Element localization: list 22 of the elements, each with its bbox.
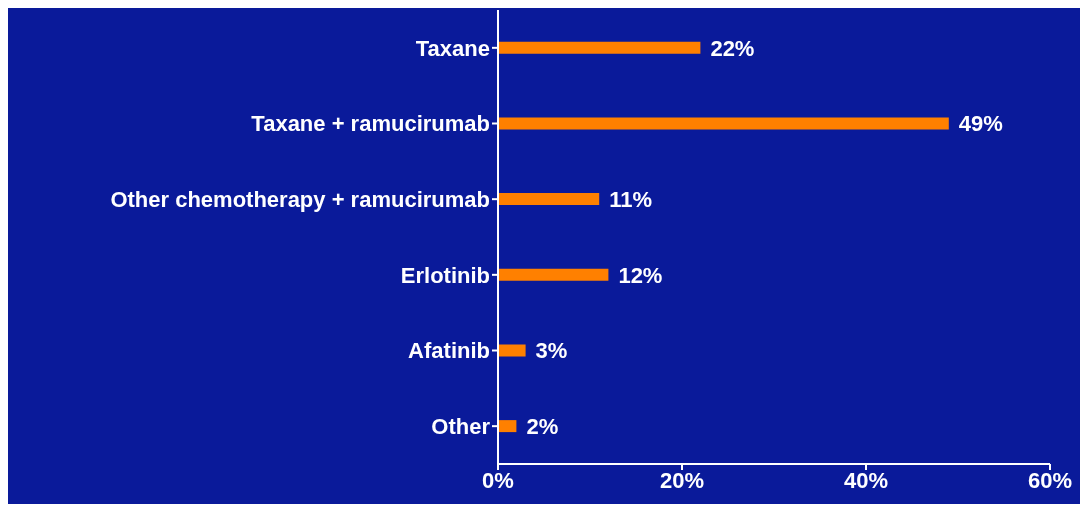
x-tick-label: 20% (659, 467, 705, 493)
y-tick-label: Other chemotherapy + ramucirumab (110, 186, 490, 212)
y-tick-label: Other (431, 413, 491, 439)
y-tick-label: Afatinib (408, 338, 490, 364)
bar (498, 420, 517, 433)
y-tick-label: Taxane + ramucirumab (251, 111, 490, 137)
y-tick-label: Erlotinib (400, 262, 490, 288)
bar (498, 41, 701, 54)
data-label: 11% (609, 186, 653, 212)
bar (498, 268, 609, 281)
bar (498, 344, 526, 357)
bar (498, 117, 949, 130)
x-tick-label: 40% (843, 467, 889, 493)
data-label: 22% (710, 35, 755, 61)
data-label: 49% (958, 111, 1003, 137)
data-label: 2% (526, 413, 559, 439)
bar (498, 193, 600, 206)
x-tick-label: 60% (1027, 467, 1073, 493)
y-tick-label: Taxane (415, 35, 490, 61)
x-tick-label: 0% (482, 467, 514, 493)
data-label: 12% (618, 262, 663, 288)
data-label: 3% (535, 338, 568, 364)
